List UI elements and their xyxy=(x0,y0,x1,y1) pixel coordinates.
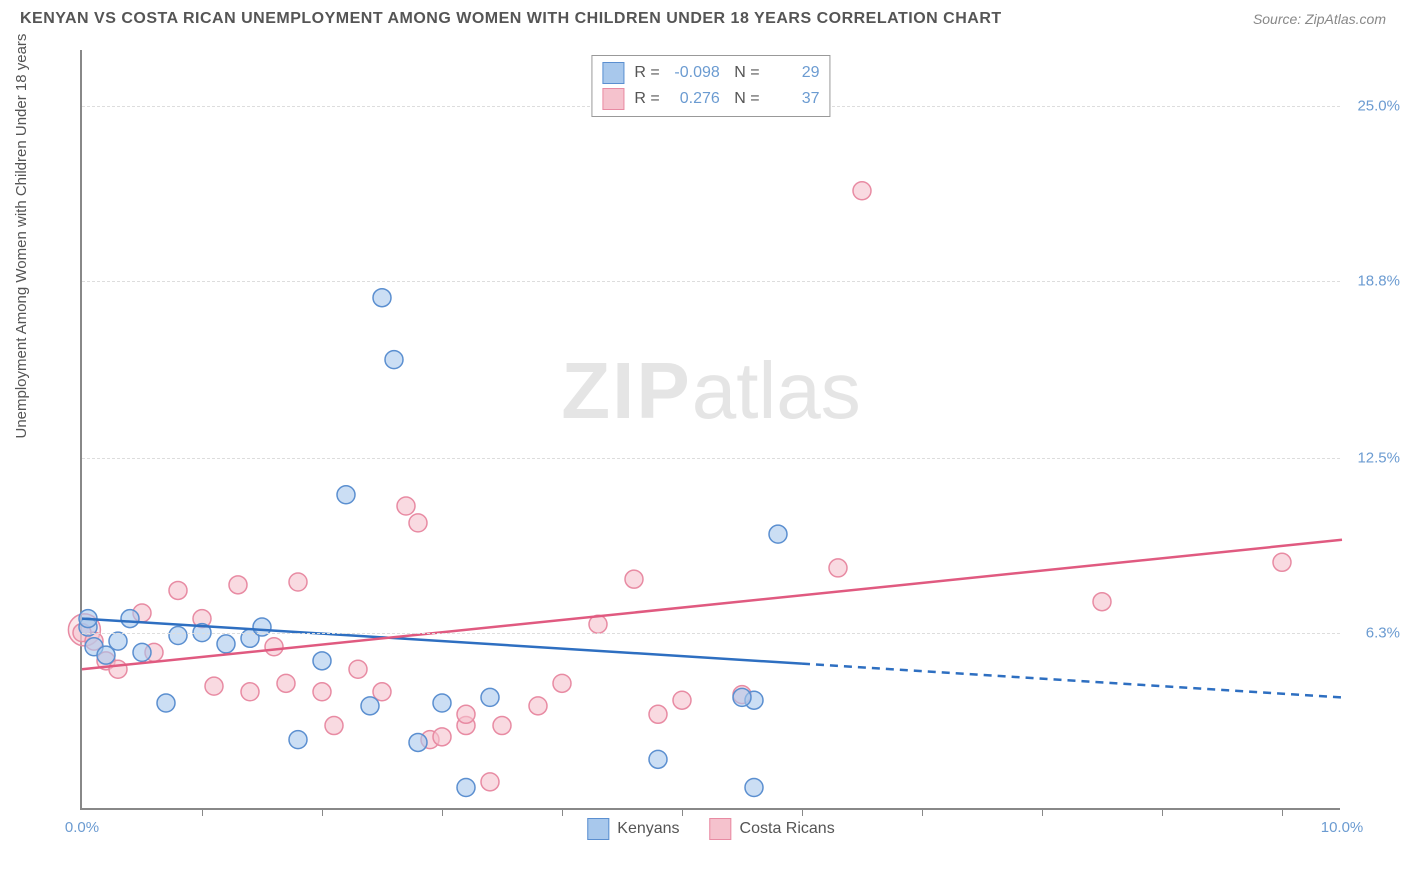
data-point xyxy=(481,773,499,791)
data-point xyxy=(829,559,847,577)
data-point xyxy=(397,497,415,515)
legend-label-kenyans: Kenyans xyxy=(617,820,679,838)
legend-stats-row-costaricans: R = 0.276 N = 37 xyxy=(602,86,819,112)
x-tick xyxy=(682,808,683,816)
swatch-kenyans-bottom xyxy=(587,818,609,840)
data-point xyxy=(409,514,427,532)
trend-line xyxy=(802,664,1342,698)
y-tick-label: 12.5% xyxy=(1357,450,1400,467)
data-point xyxy=(433,728,451,746)
data-point xyxy=(553,674,571,692)
data-point xyxy=(673,691,691,709)
legend-item-kenyans: Kenyans xyxy=(587,818,679,840)
x-tick xyxy=(922,808,923,816)
plot-area: ZIPatlas R = -0.098 N = 29 R = 0.276 N =… xyxy=(80,50,1340,810)
data-point xyxy=(205,677,223,695)
chart-title: KENYAN VS COSTA RICAN UNEMPLOYMENT AMONG… xyxy=(20,10,1002,28)
data-point xyxy=(433,694,451,712)
gridline xyxy=(82,458,1340,459)
data-point xyxy=(169,626,187,644)
data-point xyxy=(1093,593,1111,611)
x-label-right: 10.0% xyxy=(1321,819,1364,836)
data-point xyxy=(853,182,871,200)
legend-item-costaricans: Costa Ricans xyxy=(710,818,835,840)
data-point xyxy=(277,674,295,692)
x-tick xyxy=(1282,808,1283,816)
data-point xyxy=(649,750,667,768)
data-point xyxy=(493,717,511,735)
data-point xyxy=(457,705,475,723)
x-tick xyxy=(442,808,443,816)
gridline xyxy=(82,281,1340,282)
data-point xyxy=(289,573,307,591)
swatch-costaricans-bottom xyxy=(710,818,732,840)
n-value-kenyans: 29 xyxy=(770,64,820,82)
plot-svg xyxy=(82,50,1340,808)
data-point xyxy=(625,570,643,588)
data-point xyxy=(385,351,403,369)
data-point xyxy=(457,778,475,796)
y-tick-label: 6.3% xyxy=(1366,624,1400,641)
data-point xyxy=(121,610,139,628)
data-point xyxy=(745,778,763,796)
x-tick xyxy=(802,808,803,816)
data-point xyxy=(313,652,331,670)
data-point xyxy=(373,289,391,307)
data-point xyxy=(529,697,547,715)
x-label-left: 0.0% xyxy=(65,819,99,836)
data-point xyxy=(325,717,343,735)
data-point xyxy=(289,731,307,749)
y-axis-label: Unemployment Among Women with Children U… xyxy=(13,34,30,439)
legend-stats-row-kenyans: R = -0.098 N = 29 xyxy=(602,60,819,86)
data-point xyxy=(169,581,187,599)
legend-stats: R = -0.098 N = 29 R = 0.276 N = 37 xyxy=(591,55,830,117)
data-point xyxy=(157,694,175,712)
data-point xyxy=(109,632,127,650)
x-tick xyxy=(562,808,563,816)
data-point xyxy=(733,688,751,706)
x-tick xyxy=(202,808,203,816)
data-point xyxy=(217,635,235,653)
data-point xyxy=(229,576,247,594)
legend-series: Kenyans Costa Ricans xyxy=(587,818,834,840)
r-value-costaricans: 0.276 xyxy=(670,90,720,108)
data-point xyxy=(409,733,427,751)
legend-label-costaricans: Costa Ricans xyxy=(740,820,835,838)
swatch-kenyans xyxy=(602,62,624,84)
y-tick-label: 18.8% xyxy=(1357,272,1400,289)
trend-line xyxy=(82,540,1342,669)
data-point xyxy=(337,486,355,504)
chart-container: Unemployment Among Women with Children U… xyxy=(60,50,1390,830)
data-point xyxy=(265,638,283,656)
x-tick xyxy=(1162,808,1163,816)
data-point xyxy=(481,688,499,706)
data-point xyxy=(649,705,667,723)
trend-line xyxy=(82,619,802,664)
gridline xyxy=(82,633,1340,634)
y-tick-label: 25.0% xyxy=(1357,98,1400,115)
r-value-kenyans: -0.098 xyxy=(670,64,720,82)
data-point xyxy=(769,525,787,543)
data-point xyxy=(361,697,379,715)
swatch-costaricans xyxy=(602,88,624,110)
x-tick xyxy=(1042,808,1043,816)
source-label: Source: ZipAtlas.com xyxy=(1253,11,1386,27)
data-point xyxy=(241,683,259,701)
data-point xyxy=(349,660,367,678)
data-point xyxy=(1273,553,1291,571)
x-tick xyxy=(322,808,323,816)
data-point xyxy=(133,643,151,661)
data-point xyxy=(313,683,331,701)
n-value-costaricans: 37 xyxy=(770,90,820,108)
